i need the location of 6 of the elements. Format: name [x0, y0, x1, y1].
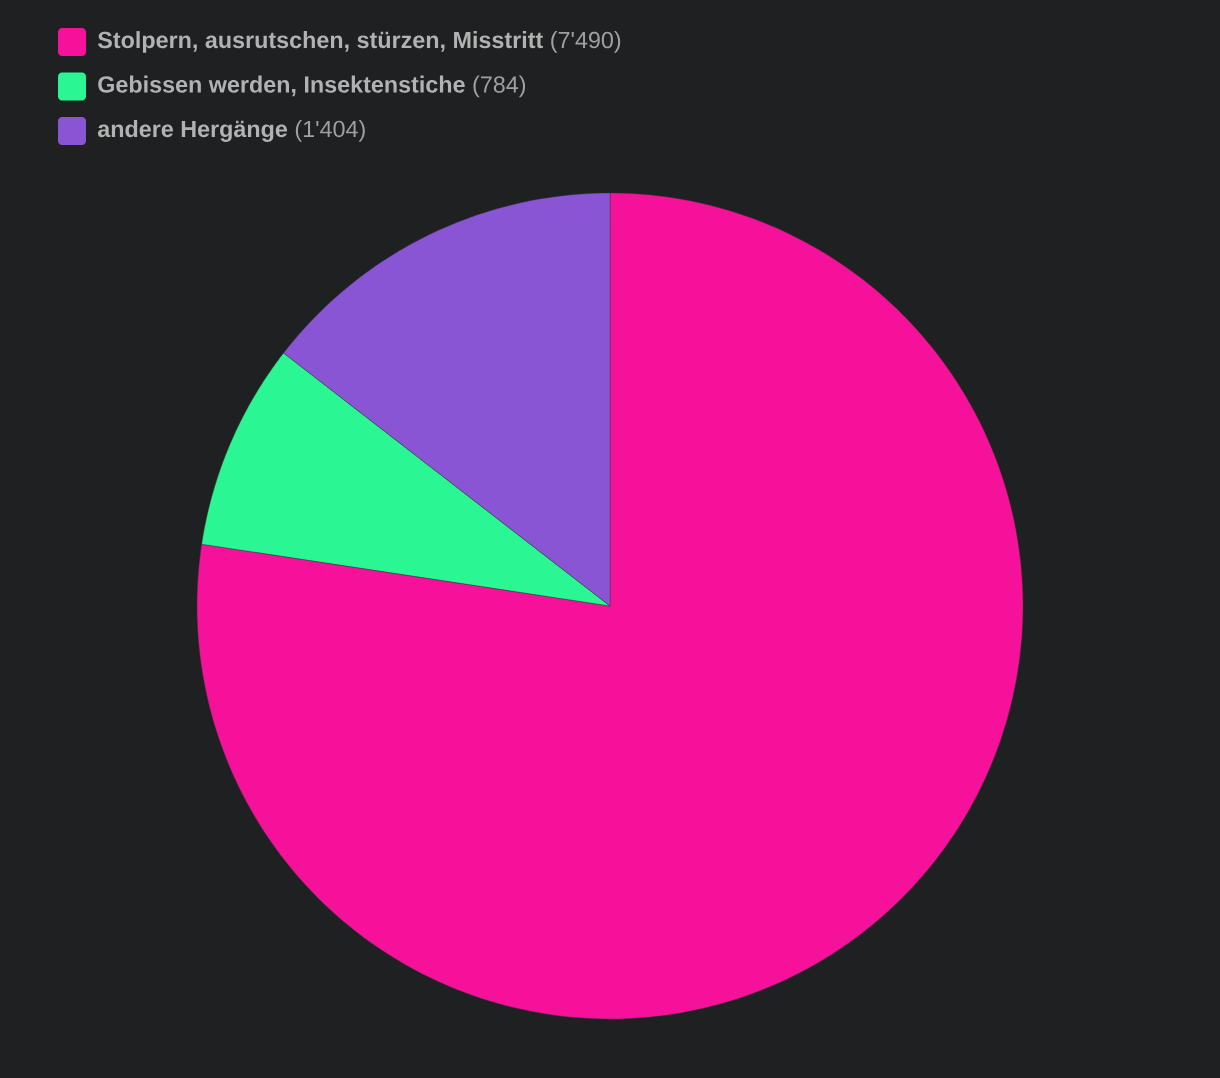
data-label: (7'490) [551, 31, 621, 53]
legend-label: Gebissen werden, Insektenstiche [98, 75, 465, 97]
legend-label: andere Hergänge [97, 120, 288, 142]
data-label: (784) [473, 75, 526, 98]
data-label: (1'404) [295, 120, 365, 142]
legend-label: Stolpern, ausrutschen, stürzen, Misstritt [97, 31, 543, 53]
